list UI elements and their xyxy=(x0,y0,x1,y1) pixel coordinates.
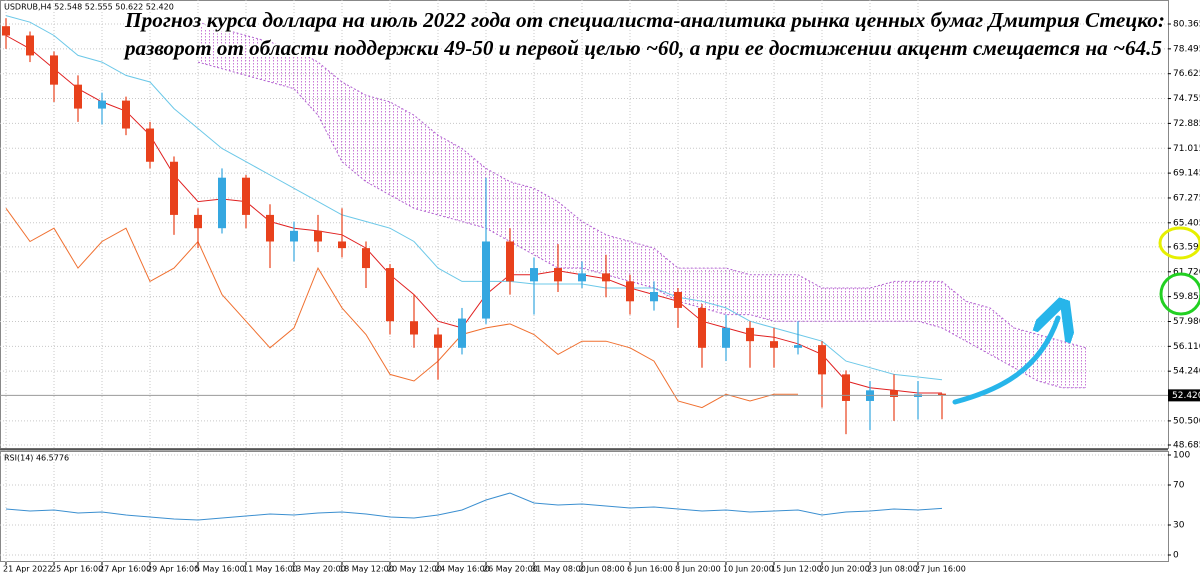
candle-body xyxy=(338,241,346,249)
y-tick-label: 76.625 xyxy=(1173,69,1200,79)
y-tick-label: 69.145 xyxy=(1173,169,1200,179)
title-line: разворот от области поддержки 49-50 и пе… xyxy=(123,36,1162,60)
rsi-label: RSI(14) 46.5776 xyxy=(4,454,69,463)
y-tick-label: 74.755 xyxy=(1173,94,1200,104)
candle-body xyxy=(170,161,178,215)
candle-body xyxy=(842,374,850,401)
x-tick-label: 20 Jun 20:00 xyxy=(819,565,870,574)
y-tick-label: 30 xyxy=(1173,521,1185,531)
y-tick-label: 56.110 xyxy=(1173,342,1200,352)
symbol-label: USDRUB,H4 52.548 52.555 50.622 52.420 xyxy=(4,3,174,12)
candle-body xyxy=(578,273,586,282)
y-tick-label: 57.980 xyxy=(1173,317,1200,327)
title-line: Прогноз курса доллара на июль 2022 года … xyxy=(124,8,1165,32)
candle-body xyxy=(770,341,778,348)
y-tick-label: 0 xyxy=(1173,551,1179,561)
candle-body xyxy=(2,26,10,36)
x-tick-label: 23 Jun 08:00 xyxy=(867,565,918,574)
candle-body xyxy=(626,281,634,302)
x-tick-label: 31 May 08:00 xyxy=(531,565,586,574)
indicator-line xyxy=(5,35,942,394)
candle-body xyxy=(458,318,466,348)
candle-body xyxy=(50,55,58,85)
y-tick-label: 48.685 xyxy=(1173,441,1200,451)
candle-body xyxy=(890,390,898,397)
candle-body xyxy=(122,100,130,129)
candle-body xyxy=(74,84,82,109)
highlight-circle xyxy=(1158,226,1200,260)
candle-body xyxy=(482,241,490,319)
x-tick-label: 25 Apr 16:00 xyxy=(51,565,103,574)
candle-body xyxy=(98,100,106,109)
candle-body xyxy=(266,214,274,242)
candle-body xyxy=(314,230,322,242)
y-tick-label: 59.850 xyxy=(1173,292,1200,302)
y-tick-label: 67.275 xyxy=(1173,193,1200,203)
y-tick-label: 80.365 xyxy=(1173,20,1200,30)
candle-body xyxy=(386,268,394,322)
y-tick-label: 50.500 xyxy=(1173,416,1200,426)
candle-body xyxy=(530,268,538,282)
y-tick-label: 78.495 xyxy=(1173,44,1200,54)
current-price-box xyxy=(1168,389,1200,402)
y-tick-label: 71.015 xyxy=(1173,144,1200,154)
x-tick-label: 27 Jun 16:00 xyxy=(915,565,966,574)
y-tick-label: 72.885 xyxy=(1173,119,1200,129)
cloud-fill xyxy=(198,22,1086,388)
rsi-panel xyxy=(0,451,1169,562)
candle-body xyxy=(674,291,682,308)
x-tick-label: 5 May 16:00 xyxy=(195,565,245,574)
candle-body xyxy=(722,327,730,348)
candle-body xyxy=(698,307,706,348)
y-tick-label: 63.590 xyxy=(1173,242,1200,252)
candle-body xyxy=(26,35,34,56)
candle-body xyxy=(434,334,442,348)
x-tick-label: 27 Apr 16:00 xyxy=(99,565,151,574)
x-tick-label: 8 Jun 20:00 xyxy=(675,565,721,574)
arrow xyxy=(952,318,1058,405)
candle-body xyxy=(506,241,514,282)
current-price-label: 52.420 xyxy=(1172,391,1200,401)
highlight-circle xyxy=(1159,272,1200,316)
x-tick-label: 6 Jun 16:00 xyxy=(627,565,673,574)
candle-body xyxy=(410,321,418,335)
x-tick-label: 15 Jun 12:00 xyxy=(771,565,822,574)
y-tick-label: 100 xyxy=(1173,451,1190,461)
candle-body xyxy=(242,177,250,215)
y-tick-label: 54.240 xyxy=(1173,367,1200,377)
y-tick-label: 65.405 xyxy=(1173,218,1200,228)
indicator-line xyxy=(5,15,943,381)
candle-body xyxy=(290,230,298,242)
indicator-line xyxy=(5,208,798,409)
rsi-line xyxy=(5,492,943,521)
candle-body xyxy=(794,345,802,348)
indicator-line xyxy=(197,61,1086,389)
candle-body xyxy=(218,177,226,229)
indicator-line xyxy=(197,21,1087,349)
candle-body xyxy=(362,248,370,269)
candle-body xyxy=(194,214,202,229)
x-tick-label: 18 May 12:00 xyxy=(339,565,394,574)
x-tick-label: 11 May 16:00 xyxy=(243,565,298,574)
candle-body xyxy=(746,327,754,342)
candle-body xyxy=(146,128,154,162)
y-tick-label: 61.720 xyxy=(1173,267,1200,277)
x-tick-label: 2 Jun 08:00 xyxy=(579,565,625,574)
candle-body xyxy=(818,345,826,375)
x-tick-label: 26 May 20:00 xyxy=(483,565,538,574)
candle-body xyxy=(650,291,658,302)
x-tick-label: 24 May 16:00 xyxy=(435,565,490,574)
x-tick-label: 10 Jun 20:00 xyxy=(723,565,774,574)
candle-body xyxy=(554,268,562,282)
x-tick-label: 21 Apr 2022 xyxy=(3,565,52,574)
candle-body xyxy=(602,273,610,282)
y-tick-label: 70 xyxy=(1173,481,1185,491)
x-tick-label: 20 May 12:00 xyxy=(387,565,442,574)
x-tick-label: 29 Apr 16:00 xyxy=(147,565,199,574)
candle-body xyxy=(938,393,946,396)
x-tick-label: 13 May 20:00 xyxy=(291,565,346,574)
